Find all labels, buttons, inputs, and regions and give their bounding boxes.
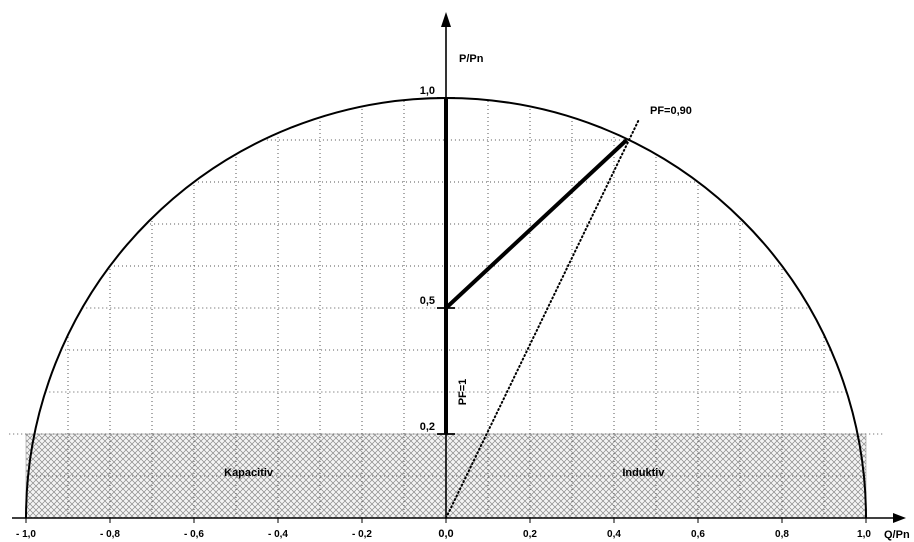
x-tick-label: 0,8 [775, 529, 789, 540]
series-line-3 [445, 118, 641, 519]
labels-group: - 1,0 - 0,8 - 0,6 - 0,4 - 0,2 0,0 0,2 0,4 0,6 0,8… [16, 53, 910, 541]
y-axis-arrow-icon [441, 12, 451, 27]
x-tick-label: 0,2 [523, 529, 537, 540]
x-tick-label: 0,6 [691, 529, 705, 540]
x-axis-label: Q/Pn [884, 529, 910, 541]
series-group [444, 98, 641, 519]
region-label: Kapacitiv [224, 467, 274, 479]
x-tick-label: - 0,8 [100, 529, 120, 540]
series-label-pf090: PF=0,90 [650, 105, 692, 117]
y-tick-label: 1,0 [420, 85, 435, 97]
x-tick-label: 0,0 [438, 528, 453, 540]
x-tick-label: - 1,0 [16, 529, 36, 540]
y-tick-label: 0,5 [420, 295, 435, 307]
x-tick-label: - 0,4 [268, 529, 288, 540]
x-tick-label: - 0,6 [184, 529, 204, 540]
y-tick-label: 0,2 [420, 421, 435, 433]
series-line-2 [444, 138, 628, 310]
x-tick-label: 1,0 [857, 529, 871, 540]
series-label-pf1: PF=1 [457, 379, 469, 406]
y-axis-label: P/Pn [459, 53, 484, 65]
x-tick-label: 0,4 [607, 529, 621, 540]
x-axis-arrow-icon [893, 513, 906, 523]
region-label: Induktiv [622, 467, 665, 479]
x-tick-label: - 0,2 [352, 529, 372, 540]
